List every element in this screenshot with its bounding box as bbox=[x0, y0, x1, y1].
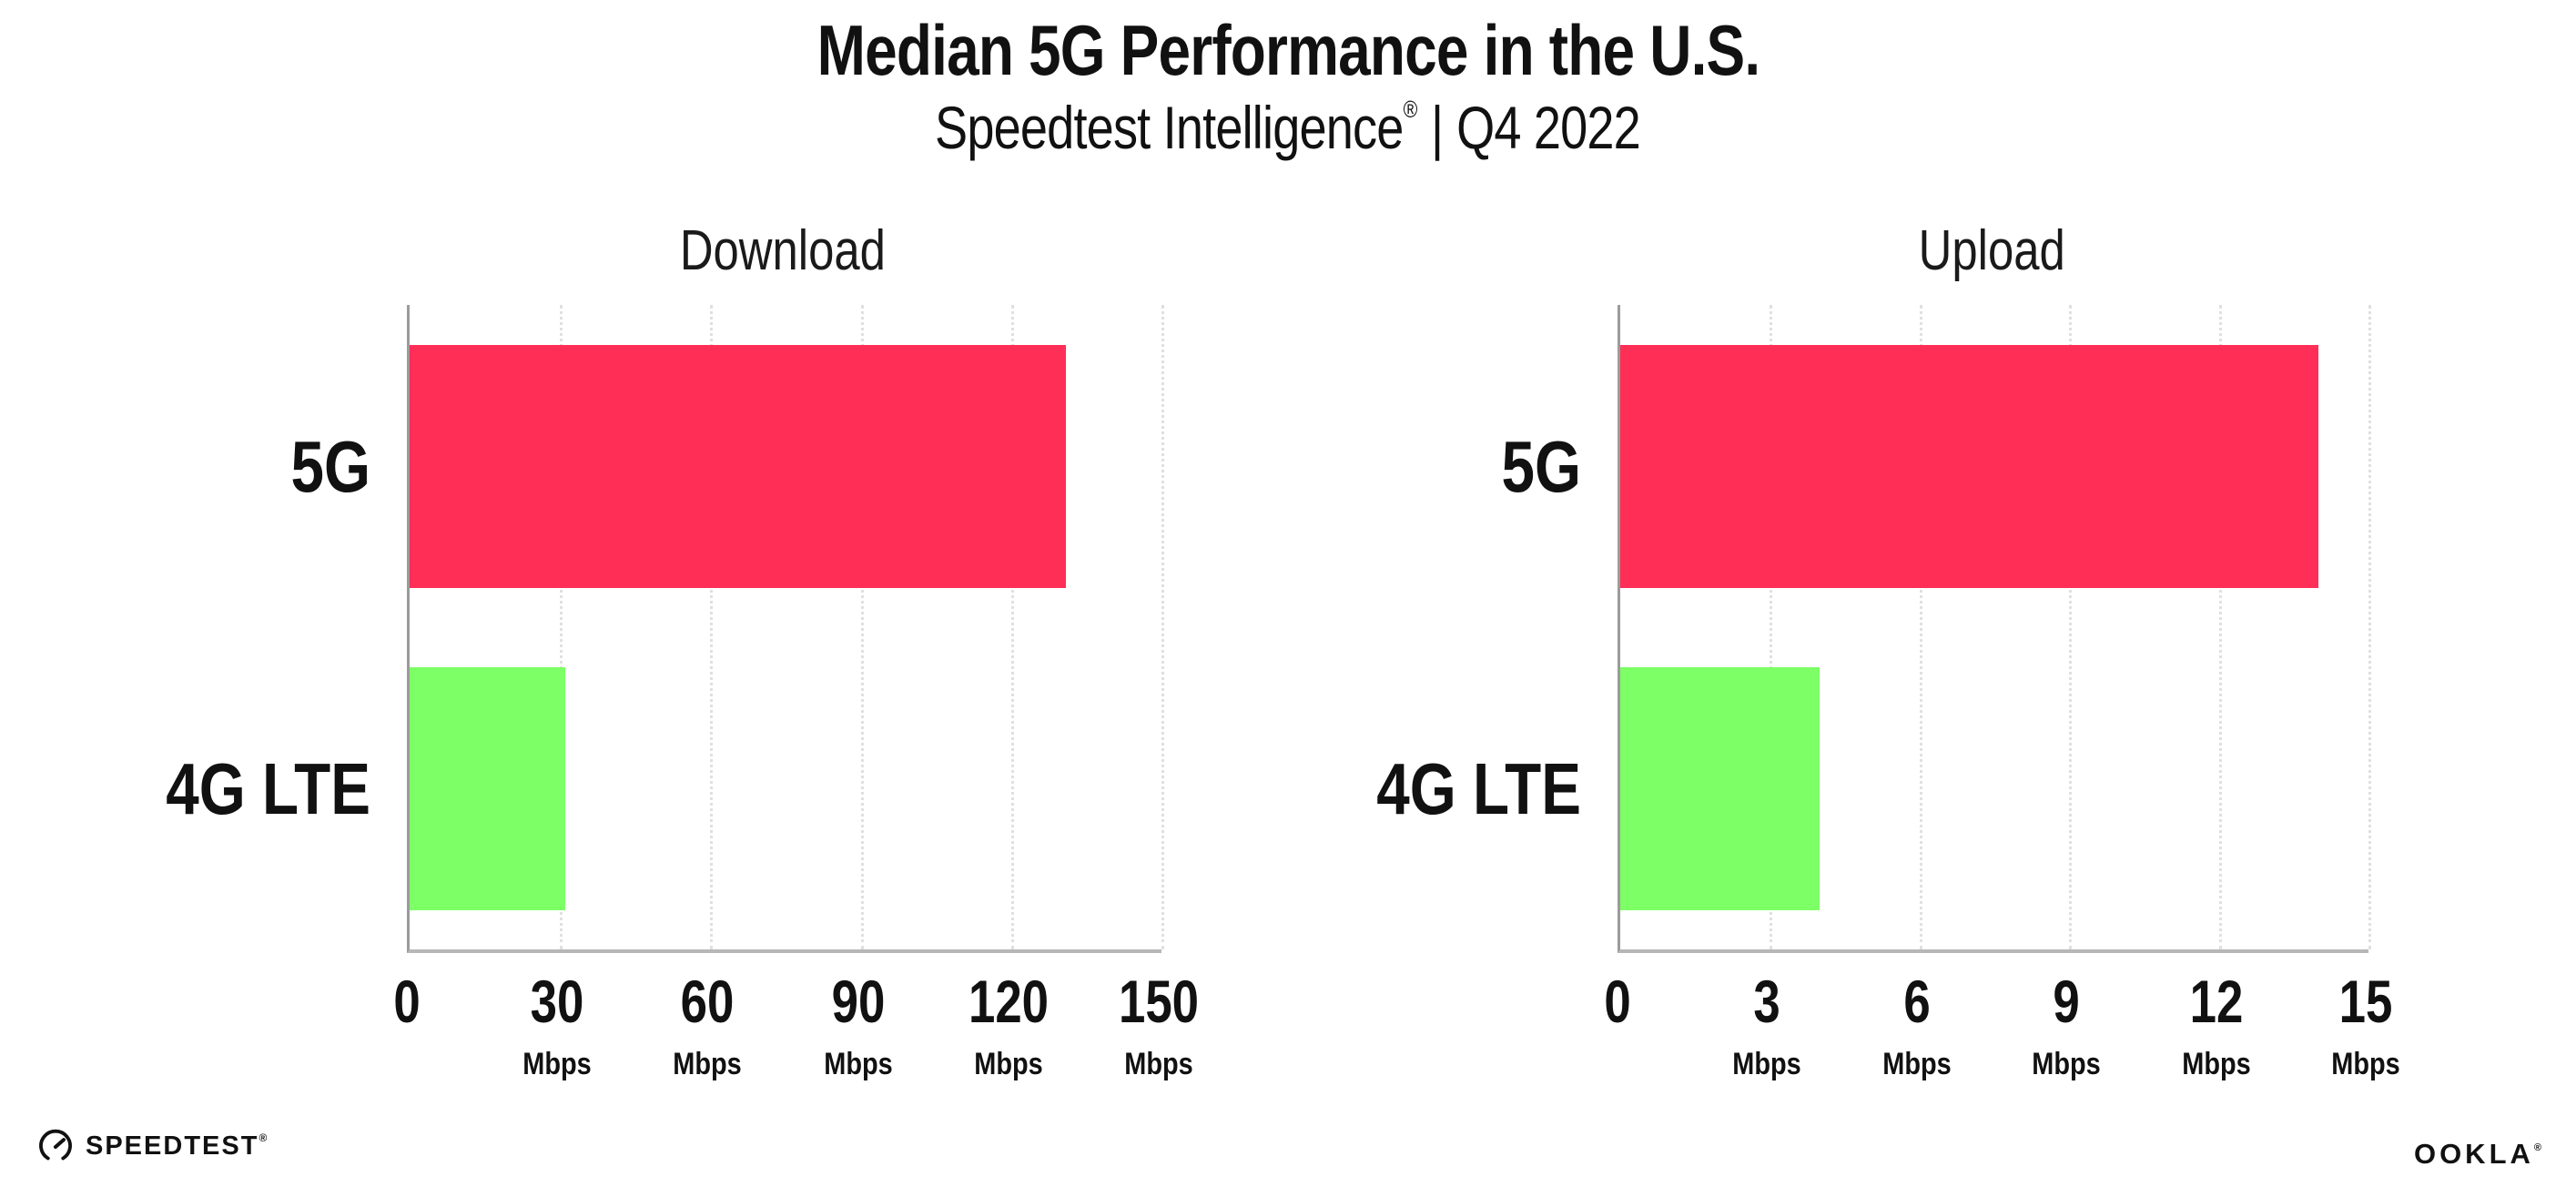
subtitle-text: Speedtest Intelligence® | Q4 2022 bbox=[935, 93, 1642, 162]
registered-mark: ® bbox=[259, 1131, 268, 1144]
tick-unit-label: Mbps bbox=[522, 1047, 592, 1081]
speedtest-gauge-icon bbox=[39, 1129, 72, 1161]
main-title-text: Median 5G Performance in the U.S. bbox=[816, 10, 1760, 90]
category-label-4g-lte: 4G LTE bbox=[1376, 747, 1581, 829]
gridline bbox=[560, 305, 563, 949]
subtitle-brand: Speedtest Intelligence bbox=[935, 94, 1405, 161]
tick-unit-label: Mbps bbox=[2032, 1047, 2101, 1081]
gridline bbox=[1010, 305, 1014, 949]
registered-mark: ® bbox=[2533, 1142, 2541, 1153]
tick-unit-label: Mbps bbox=[2181, 1047, 2251, 1081]
gridline bbox=[710, 305, 714, 949]
tick-unit-label: Mbps bbox=[823, 1047, 893, 1081]
subtitle-separator: | bbox=[1431, 94, 1445, 161]
category-label-5g: 5G bbox=[290, 425, 370, 507]
download-plot-area bbox=[407, 305, 1164, 953]
gridline bbox=[860, 305, 864, 949]
subtitle-period: Q4 2022 bbox=[1456, 94, 1642, 161]
bar-5g bbox=[1620, 345, 2318, 588]
tick-label: 12 bbox=[2189, 968, 2243, 1035]
tick-unit-label: Mbps bbox=[1124, 1047, 1193, 1081]
download-chart-title: Download bbox=[679, 219, 887, 282]
registered-mark: ® bbox=[1404, 96, 1418, 123]
gridline bbox=[2368, 305, 2371, 949]
tick-label: 120 bbox=[968, 968, 1049, 1035]
tick-unit-label: Mbps bbox=[673, 1047, 743, 1081]
tick-unit-label: Mbps bbox=[2331, 1047, 2400, 1081]
gridline bbox=[1919, 305, 1922, 949]
gridline bbox=[2218, 305, 2222, 949]
speedtest-logo: SPEEDTEST® bbox=[38, 1129, 267, 1163]
gridline bbox=[1161, 305, 1164, 949]
main-title: Median 5G Performance in the U.S. bbox=[0, 9, 2576, 92]
tick-label: 3 bbox=[1753, 968, 1781, 1035]
tick-unit-label: Mbps bbox=[1732, 1047, 1802, 1081]
bar-5g bbox=[410, 345, 1066, 588]
tick-unit-label: Mbps bbox=[1882, 1047, 1952, 1081]
ookla-logo: OOKLA® bbox=[2414, 1138, 2541, 1171]
tick-label: 6 bbox=[1903, 968, 1931, 1035]
speedtest-wordmark: SPEEDTEST® bbox=[86, 1131, 268, 1161]
tick-unit-label: Mbps bbox=[974, 1047, 1043, 1081]
ookla-wordmark: OOKLA bbox=[2413, 1138, 2534, 1170]
tick-label: 90 bbox=[831, 968, 885, 1035]
subtitle: Speedtest Intelligence® | Q4 2022 bbox=[0, 93, 2576, 162]
tick-label: 15 bbox=[2338, 968, 2393, 1035]
category-label-5g: 5G bbox=[1501, 425, 1581, 507]
bar-4g-lte bbox=[410, 667, 565, 910]
tick-label: 0 bbox=[393, 968, 421, 1035]
tick-label: 60 bbox=[681, 968, 735, 1035]
tick-label: 0 bbox=[1604, 968, 1631, 1035]
category-label-4g-lte: 4G LTE bbox=[166, 747, 370, 829]
gridline bbox=[1770, 305, 1773, 949]
gridline bbox=[2069, 305, 2073, 949]
bar-4g-lte bbox=[1620, 667, 1820, 910]
upload-chart-title: Upload bbox=[1918, 219, 2065, 282]
tick-label: 30 bbox=[530, 968, 584, 1035]
upload-plot-area bbox=[1618, 305, 2371, 953]
tick-label: 150 bbox=[1118, 968, 1200, 1035]
tick-label: 9 bbox=[2053, 968, 2080, 1035]
